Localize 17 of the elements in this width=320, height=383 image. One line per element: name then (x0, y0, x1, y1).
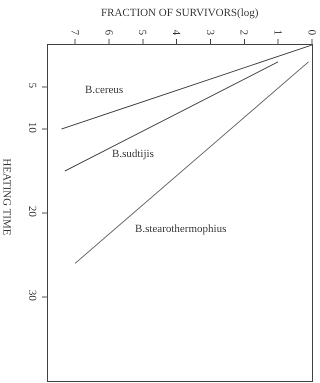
series-label: B.stearothermophius (135, 223, 226, 235)
x-tick-label: 7 (68, 30, 81, 36)
x-tick-label: 6 (102, 30, 114, 36)
x-tick-label: 2 (238, 30, 250, 36)
x-tick-label: 5 (136, 30, 148, 36)
y-tick-label: 30 (26, 290, 38, 302)
y-tick-label: 20 (26, 206, 38, 218)
y-tick-label: 5 (26, 82, 38, 89)
x-tick-label: 3 (204, 30, 216, 36)
x-tick-label: 1 (272, 30, 284, 36)
x-axis-title: FRACTION OF SURVIVORS(log) (101, 7, 259, 19)
y-axis-title: HEATING TIME (0, 158, 12, 236)
x-tick-label: 4 (170, 30, 182, 36)
y-tick-label: 10 (26, 122, 38, 134)
series-label: B.cereus (85, 84, 124, 96)
x-tick-label: 0 (305, 30, 318, 36)
series-label: B.sudtijis (112, 148, 154, 160)
